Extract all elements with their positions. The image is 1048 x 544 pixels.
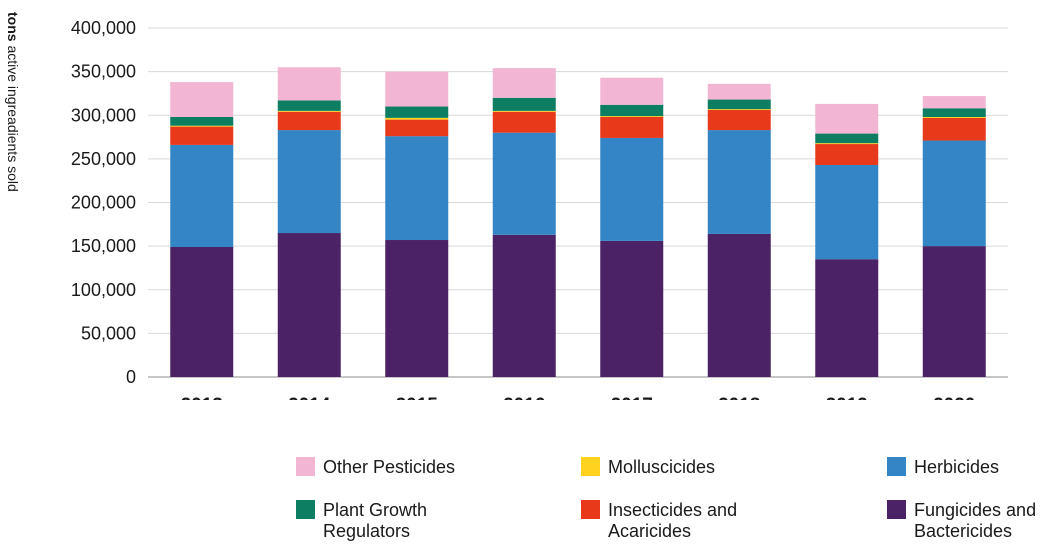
legend-item-herbicides: Herbicides: [887, 457, 999, 478]
y-tick-label: 100,000: [71, 280, 136, 300]
bar-segment: [707, 83, 771, 100]
bar-segment: [815, 144, 879, 165]
bar-segment: [385, 119, 449, 137]
bar-segment: [922, 117, 986, 141]
y-axis-title-unit: tons: [5, 12, 21, 42]
bar-segment: [170, 126, 234, 145]
legend-swatch: [296, 457, 315, 476]
x-category-label: 2014: [288, 395, 331, 400]
bar-segment: [492, 234, 556, 377]
bar-segment: [385, 71, 449, 107]
bar-segment: [385, 117, 449, 120]
legend-swatch: [581, 500, 600, 519]
bar-segment: [922, 116, 986, 118]
legend-label: Other Pesticides: [323, 457, 456, 477]
bar-segment: [922, 140, 986, 247]
x-category-label: 2015: [396, 395, 439, 400]
bar-segment: [600, 116, 664, 117]
bar-segment: [600, 104, 664, 117]
legend-swatch: [296, 500, 315, 519]
bar-segment: [600, 137, 664, 241]
legend-item-fungicides-bactericides: Fungicides and Bactericides: [887, 500, 1047, 542]
bar-segment: [385, 240, 449, 377]
x-category-label: 2016: [503, 395, 545, 400]
bar-segment: [815, 143, 879, 145]
bars: [170, 67, 986, 377]
y-tick-label: 350,000: [71, 62, 136, 82]
legend-item-insecticides-acaricides: Insecticides and Acaricides: [581, 500, 781, 542]
gridlines: [148, 27, 1008, 378]
bar-segment: [277, 233, 341, 377]
bar-segment: [277, 67, 341, 101]
bar-segment: [170, 125, 234, 127]
y-axis-title: tons active ingreadients sold: [5, 12, 21, 242]
x-category-label: 2018: [718, 395, 760, 400]
bar-segment: [707, 233, 771, 377]
legend-swatch: [581, 457, 600, 476]
bar-segment: [922, 246, 986, 377]
bar-segment: [600, 77, 664, 105]
bar-segment: [922, 108, 986, 117]
bar-segment: [815, 133, 879, 144]
legend-swatch: [887, 457, 906, 476]
bar-segment: [707, 109, 771, 111]
y-axis-title-rest: active ingreadients sold: [5, 41, 21, 192]
legend-label: Fungicides and Bactericides: [914, 500, 1037, 541]
x-category-label: 2013: [181, 395, 223, 400]
bar-segment: [492, 68, 556, 98]
bar-segment: [922, 96, 986, 109]
y-tick-label: 200,000: [71, 193, 136, 213]
x-category-label: 2019: [826, 395, 868, 400]
y-tick-label: 300,000: [71, 105, 136, 125]
legend-label: Insecticides and Acaricides: [608, 500, 738, 541]
legend-label: Molluscicides: [608, 457, 716, 477]
bar-segment: [170, 144, 234, 247]
bar-segment: [385, 136, 449, 241]
bar-segment: [707, 99, 771, 110]
bar-segment: [815, 259, 879, 377]
bar-segment: [815, 164, 879, 260]
legend-item-molluscicides: Molluscicides: [581, 457, 715, 478]
bar-segment: [277, 110, 341, 112]
legend-label: Herbicides: [914, 457, 1000, 477]
x-category-label: 2020: [933, 395, 975, 400]
stacked-bar-chart: 0 50,000 100,000 150,000 200,000 250,000 300,0…: [71, 18, 1008, 400]
legend-swatch: [887, 500, 906, 519]
y-tick-label: 400,000: [71, 18, 136, 38]
bar-segment: [492, 97, 556, 111]
bar-segment: [277, 111, 341, 131]
legend-label: Plant Growth Regulators: [323, 500, 428, 541]
y-tick-label: 250,000: [71, 149, 136, 169]
bar-segment: [600, 240, 664, 377]
bar-segment: [600, 116, 664, 138]
bar-segment: [170, 116, 234, 126]
y-tick-label: 150,000: [71, 236, 136, 256]
bar-segment: [170, 246, 234, 377]
bar-segment: [815, 103, 879, 134]
bar-segment: [707, 130, 771, 234]
y-tick-label: 0: [126, 367, 136, 387]
x-category-labels: 2013 2014 2015 2016 2017 2018 2019 2020: [181, 395, 976, 400]
bar-segment: [492, 111, 556, 133]
y-tick-label: 50,000: [81, 323, 136, 343]
y-tick-labels: 0 50,000 100,000 150,000 200,000 250,000 300,0…: [71, 18, 136, 387]
bar-segment: [492, 110, 556, 112]
bar-segment: [707, 110, 771, 131]
bar-segment: [277, 100, 341, 111]
legend-item-plant-growth-regulators: Plant Growth Regulators: [296, 500, 496, 542]
bar-segment: [277, 130, 341, 234]
bar-segment: [170, 82, 234, 117]
bar-segment: [492, 132, 556, 235]
bar-segment: [385, 106, 449, 118]
x-category-label: 2017: [611, 395, 653, 400]
legend-item-other-pesticides: Other Pesticides: [296, 457, 455, 478]
